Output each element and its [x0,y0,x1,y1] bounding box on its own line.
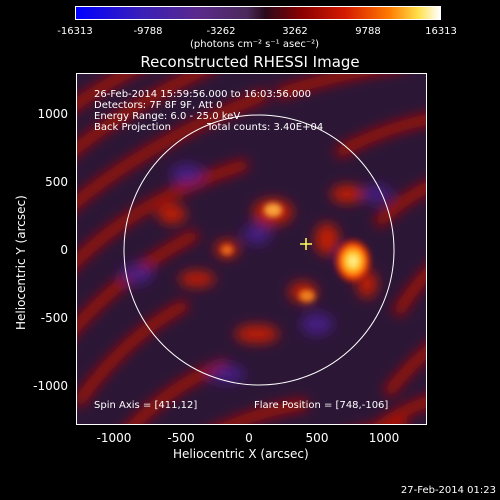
fringe-pattern [77,74,426,424]
x-tick: -500 [167,431,195,445]
image-plot: 26-Feb-2014 15:59:56.000 to 16:03:56.000… [76,73,427,425]
bright-sources [221,203,373,302]
colorbar-tick: 9788 [355,26,381,37]
x-tick: 500 [305,431,329,445]
x-tick: -1000 [96,431,132,445]
x-tick: 1000 [368,431,400,445]
colorbar-tick: -3262 [206,26,236,37]
y-tick: 1000 [37,107,68,121]
colorbar-units: (photons cm⁻² s⁻¹ asec⁻²) [190,39,320,50]
y-tick: 500 [45,175,68,189]
energy-range: Energy Range: 6.0 - 25.0 keV [94,111,241,122]
y-tick: -1000 [33,379,68,393]
timestamp: 27-Feb-2014 01:23 [400,485,496,496]
rhessi-image [77,74,426,424]
colorbar-tick: -16313 [57,26,93,37]
colorbar-tick: 3262 [282,26,308,37]
y-tick: 0 [60,243,68,257]
total-counts: Total counts: 3.40E+04 [207,122,324,133]
colorbar-tick: 16313 [425,26,457,37]
flare-source [333,237,373,285]
spin-axis-text: Spin Axis = [411,12] [94,400,198,411]
detectors-info: Detectors: 7F 8F 9F, Att 0 [94,100,223,111]
x-tick: 0 [245,431,253,445]
y-tick: -500 [40,311,68,325]
colorbar [75,6,441,20]
method-info: Back Projection [94,122,171,133]
time-range: 26-Feb-2014 15:59:56.000 to 16:03:56.000 [94,89,312,100]
x-axis-label: Heliocentric X (arcsec) [173,447,309,461]
flare-position-text: Flare Position = [748,-106] [254,400,389,411]
image-title: Reconstructed RHESSI Image [140,53,360,71]
solar-limb [123,114,395,386]
spin-axis-marker [300,238,312,250]
colorbar-tick: -9788 [133,26,163,37]
y-axis-label: Heliocentric Y (arcsec) [14,195,28,330]
